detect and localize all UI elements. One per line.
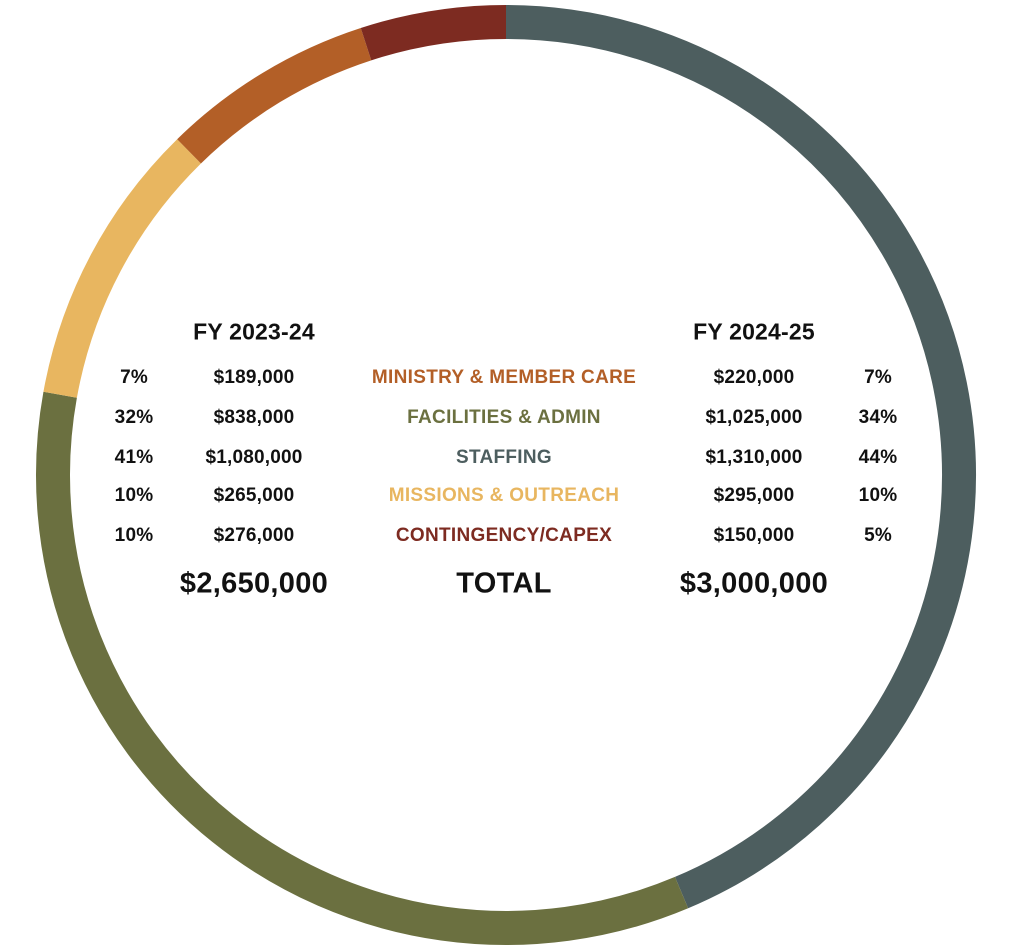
fy2425-total: $3,000,000 (679, 567, 829, 600)
fy2324-amount-staffing: $1,080,000 (205, 447, 303, 468)
fy2324-pct-staffing: 41% (114, 447, 154, 468)
header-fy2024-25: FY 2024-25 (693, 318, 815, 345)
fy2425-amount-staffing: $1,310,000 (705, 447, 803, 468)
fy2425-pct-staffing: 44% (858, 447, 898, 468)
ring-segment-contingency-capex (360, 5, 507, 61)
fy2324-pct-missions: 10% (114, 485, 154, 506)
fy2324-total: $2,650,000 (179, 567, 329, 600)
ring-segment-facilities-admin (36, 391, 689, 945)
fy2425-amount-contingency: $150,000 (713, 525, 795, 546)
fy2324-amount-contingency: $276,000 (213, 525, 295, 546)
fy2425-pct-missions: 10% (858, 485, 898, 506)
fy2324-amount-ministry: $189,000 (213, 367, 295, 388)
fy2425-pct-contingency: 5% (864, 525, 892, 546)
header-fy2023-24: FY 2023-24 (193, 318, 315, 345)
fy2324-pct-ministry: 7% (120, 367, 148, 388)
category-label-ministry: MINISTRY & MEMBER CARE (371, 367, 637, 388)
ring-segment-missions-outreach (43, 139, 201, 398)
category-label-missions: MISSIONS & OUTREACH (388, 485, 620, 506)
fy2324-pct-facilities: 32% (114, 407, 154, 428)
category-label-facilities: FACILITIES & ADMIN (407, 407, 601, 428)
fy2425-pct-ministry: 7% (864, 367, 892, 388)
fy2425-amount-facilities: $1,025,000 (705, 407, 803, 428)
ring-segment-staffing (505, 5, 976, 909)
category-label-staffing: STAFFING (456, 447, 552, 468)
fy2324-pct-contingency: 10% (114, 525, 154, 546)
fy2324-amount-missions: $265,000 (213, 485, 295, 506)
ring-segment-ministry-member-care (177, 28, 372, 164)
fy2425-pct-facilities: 34% (858, 407, 898, 428)
fy2425-amount-missions: $295,000 (713, 485, 795, 506)
fy2425-amount-ministry: $220,000 (713, 367, 795, 388)
total-label: TOTAL (456, 567, 552, 600)
category-label-contingency: CONTINGENCY/CAPEX (395, 525, 613, 546)
fy2324-amount-facilities: $838,000 (213, 407, 295, 428)
